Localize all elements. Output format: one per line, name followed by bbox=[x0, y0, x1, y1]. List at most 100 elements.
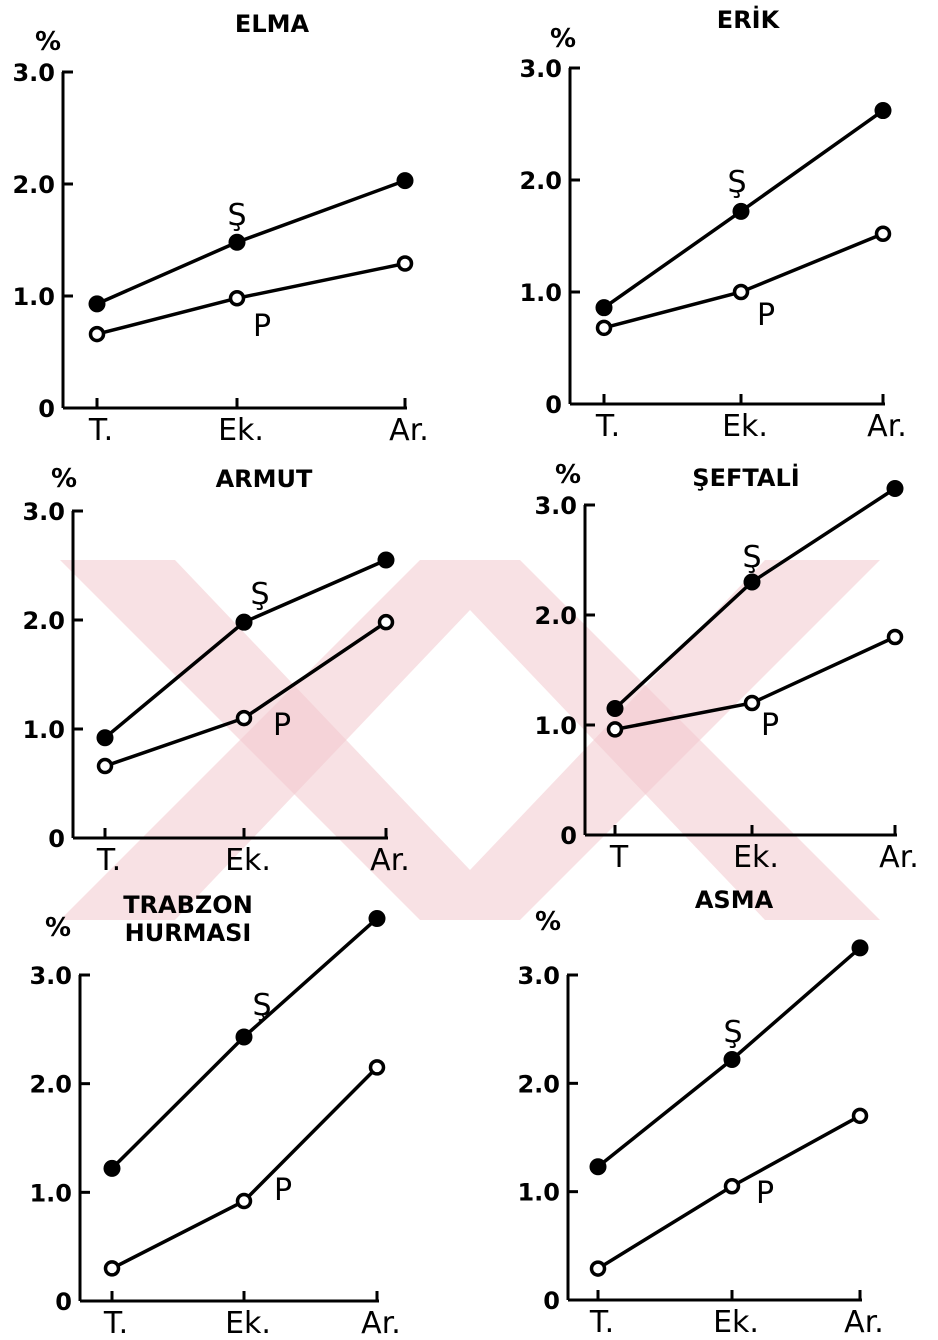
x-tick-label: Ar. bbox=[389, 413, 429, 448]
chart-panel: ELMA% 0 1.0 2.0 3.0 T. Ek. Ar. Ş P bbox=[12, 10, 428, 448]
chart-panel: ARMUT% 0 1.0 2.0 3.0 T. Ek. Ar. Ş P bbox=[22, 464, 409, 878]
y-tick-label: 3.0 bbox=[519, 55, 562, 83]
data-point bbox=[377, 613, 395, 631]
chart-title: ERİK bbox=[717, 5, 781, 34]
series-label: Ş bbox=[250, 577, 269, 612]
watermark-stripe bbox=[470, 560, 880, 920]
x-tick-label: Ar. bbox=[370, 843, 410, 878]
watermark-stripe bbox=[60, 560, 470, 920]
data-point bbox=[368, 1059, 386, 1076]
series-line bbox=[96, 178, 406, 306]
data-point bbox=[228, 233, 246, 251]
y-tick-label: 2.0 bbox=[12, 171, 55, 199]
chart-title: ŞEFTALİ bbox=[692, 463, 799, 492]
y-tick-label: 0 bbox=[560, 822, 577, 850]
data-point bbox=[886, 628, 904, 646]
y-tick-label: 2.0 bbox=[29, 1071, 72, 1099]
chart-title: TRABZON bbox=[123, 891, 253, 919]
series-label: P bbox=[761, 708, 779, 743]
data-point bbox=[874, 225, 892, 243]
chart-panel: ŞEFTALİ% 0 1.0 2.0 3.0 T Ek. Ar. Ş P bbox=[534, 460, 918, 875]
y-tick-label: 0 bbox=[545, 391, 562, 419]
data-point bbox=[103, 1260, 121, 1277]
series-line bbox=[96, 261, 406, 336]
y-tick-label: 1.0 bbox=[22, 716, 65, 744]
data-point bbox=[851, 939, 869, 957]
data-point bbox=[851, 1107, 869, 1125]
x-tick-label: T. bbox=[103, 1306, 128, 1340]
y-tick-label: 2.0 bbox=[534, 602, 577, 630]
y-tick-label: 1.0 bbox=[534, 712, 577, 740]
charts-group: ELMA% 0 1.0 2.0 3.0 T. Ek. Ar. Ş P ERİK% 0 1.0 2.0 3.0… bbox=[12, 5, 918, 1340]
data-point bbox=[96, 729, 114, 747]
x-tick-label: Ek. bbox=[225, 843, 271, 878]
series-line bbox=[603, 232, 884, 330]
data-point bbox=[589, 1260, 607, 1277]
y-tick-label: 3.0 bbox=[22, 498, 65, 526]
y-tick-label: 2.0 bbox=[22, 607, 65, 635]
x-tick-label: Ek. bbox=[722, 409, 768, 444]
y-tick-label: 1.0 bbox=[517, 1179, 560, 1207]
data-point bbox=[743, 573, 761, 591]
x-tick-label: T. bbox=[589, 1305, 614, 1340]
chart-title: HURMASI bbox=[125, 919, 252, 947]
y-tick-label: 0 bbox=[543, 1287, 560, 1315]
chart-title: ARMUT bbox=[216, 465, 313, 493]
data-point bbox=[235, 613, 253, 631]
y-tick-label: 1.0 bbox=[519, 279, 562, 307]
data-point bbox=[589, 1158, 607, 1176]
data-point bbox=[88, 325, 106, 343]
chart-title: ASMA bbox=[695, 886, 774, 914]
x-tick-label: T. bbox=[96, 843, 121, 878]
y-unit-label: % bbox=[45, 913, 71, 943]
x-tick-label: Ar. bbox=[867, 409, 907, 444]
y-tick-label: 2.0 bbox=[519, 167, 562, 195]
x-tick-label: T. bbox=[88, 413, 113, 448]
data-point bbox=[368, 909, 386, 927]
y-unit-label: % bbox=[35, 27, 61, 57]
y-tick-label: 0 bbox=[38, 395, 55, 423]
data-point bbox=[606, 721, 624, 738]
data-point bbox=[103, 1159, 121, 1177]
series-label: Ş bbox=[727, 165, 746, 200]
data-point bbox=[606, 700, 624, 717]
data-point bbox=[235, 1028, 253, 1046]
y-unit-label: % bbox=[535, 907, 561, 937]
y-tick-label: 0 bbox=[55, 1288, 72, 1316]
x-tick-label: Ar. bbox=[879, 840, 919, 875]
data-point bbox=[235, 1192, 253, 1210]
data-point bbox=[235, 709, 253, 727]
chart-title: ELMA bbox=[235, 10, 310, 38]
data-point bbox=[595, 319, 613, 337]
y-unit-label: % bbox=[51, 464, 77, 494]
data-point bbox=[377, 551, 395, 569]
x-tick-label: T bbox=[609, 840, 629, 875]
y-tick-label: 1.0 bbox=[29, 1179, 72, 1207]
series-label: P bbox=[253, 309, 271, 344]
x-tick-label: Ek. bbox=[218, 413, 264, 448]
series-label: P bbox=[756, 1176, 774, 1211]
x-tick-label: T. bbox=[595, 409, 620, 444]
data-point bbox=[874, 102, 892, 120]
data-point bbox=[228, 289, 246, 307]
series-label: P bbox=[757, 298, 775, 333]
data-point bbox=[723, 1178, 741, 1195]
series-line bbox=[111, 1066, 379, 1270]
series-label: Ş bbox=[227, 198, 246, 233]
data-point bbox=[396, 172, 414, 190]
y-tick-label: 1.0 bbox=[12, 283, 55, 311]
x-tick-label: Ek. bbox=[733, 840, 779, 875]
y-tick-label: 3.0 bbox=[534, 492, 577, 520]
series-label: P bbox=[273, 708, 291, 743]
x-tick-label: Ar. bbox=[844, 1305, 884, 1340]
y-tick-label: 0 bbox=[48, 825, 65, 853]
y-tick-label: 3.0 bbox=[12, 59, 55, 87]
series-label: P bbox=[274, 1173, 292, 1208]
y-unit-label: % bbox=[555, 460, 581, 490]
data-point bbox=[743, 694, 761, 712]
y-unit-label: % bbox=[550, 24, 576, 54]
x-tick-label: Ek. bbox=[713, 1305, 759, 1340]
data-point bbox=[88, 295, 106, 313]
